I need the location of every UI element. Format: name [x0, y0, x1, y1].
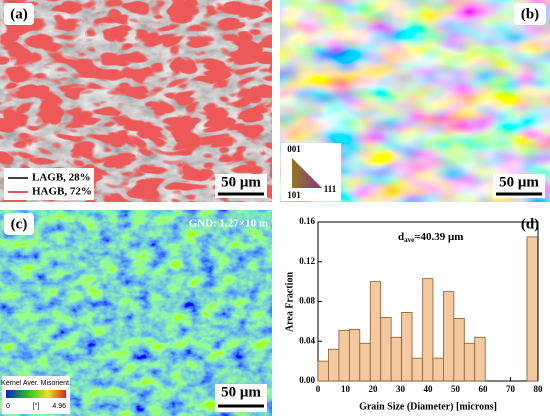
x-tick-label: 30	[396, 384, 406, 394]
legend-box	[4, 168, 94, 200]
panel-b: (b) 001 101 111 50 μm	[280, 0, 550, 202]
annotation-part: =40.39 μm	[414, 231, 463, 243]
legend-text: LAGB, 28%	[32, 172, 91, 184]
bar	[463, 342, 476, 382]
legend-text: HAGB, 72%	[32, 186, 92, 198]
gnd-annotation: GND: 1.27×10 m	[189, 218, 268, 230]
x-tick-label: 60	[479, 384, 489, 394]
colorbar-title: Kernel Aver. Misorient.	[1, 380, 71, 387]
colorbar-label: 4.96	[52, 403, 66, 410]
colorbar-label: [°]	[33, 402, 40, 410]
y-tick-label: 0.16	[299, 216, 315, 226]
bar	[411, 357, 423, 382]
ipf-key-box	[281, 143, 341, 201]
annotation-part: ave	[404, 236, 414, 244]
bar	[453, 317, 465, 382]
colorbar	[6, 390, 66, 398]
ipf-label: 111	[324, 184, 337, 194]
scale-bar-text: 50 μm	[221, 384, 261, 400]
bar	[380, 316, 392, 382]
panel-label: (a)	[10, 6, 28, 22]
bar	[328, 348, 340, 382]
x-axis-label: Grain Size (Diameter) [microns]	[359, 401, 497, 412]
bar	[317, 360, 329, 382]
bar	[442, 291, 455, 382]
bar	[432, 357, 444, 382]
bar	[348, 328, 361, 382]
bar	[422, 278, 434, 382]
panel-a: (a) LAGB, 28% HAGB, 72% 50 μm	[0, 0, 272, 202]
x-tick-label: 40	[424, 384, 434, 394]
label-box	[4, 3, 34, 25]
label-box	[514, 3, 546, 25]
y-axis-label: Area Fraction	[284, 272, 295, 333]
panel-label: (d)	[521, 216, 539, 232]
bar	[401, 312, 413, 382]
y-tick-label: 0.00	[299, 375, 315, 385]
bar	[474, 336, 486, 382]
bar	[338, 329, 350, 382]
scale-bar-text: 50 μm	[221, 174, 261, 190]
x-tick-label: 70	[506, 384, 516, 394]
colorbar-label: 0	[6, 403, 10, 410]
panel-label: (c)	[11, 216, 28, 232]
ipf-triangle-shade	[292, 158, 322, 188]
scale-bar-text: 50 μm	[499, 174, 539, 190]
ipf-label: 001	[287, 144, 301, 154]
x-tick-label: 10	[341, 384, 351, 394]
bar	[526, 236, 538, 382]
panel-c: (c) GND: 1.27×10 m Kernel Aver. Misorien…	[0, 210, 272, 416]
panel-d: (d) Grain Size (Diameter) [microns] Area…	[284, 216, 543, 412]
bar	[369, 281, 382, 382]
y-tick-label: 0.12	[299, 256, 315, 266]
annotation: dave=40.39 μm	[398, 231, 463, 244]
panel-label: (b)	[521, 6, 539, 22]
y-tick-label: 0.08	[299, 296, 315, 306]
x-tick-label: 20	[369, 384, 379, 394]
x-tick-label: 80	[534, 384, 544, 394]
bar	[359, 342, 371, 382]
y-tick-label: 0.04	[299, 335, 315, 345]
label-box	[4, 213, 34, 235]
bar	[390, 336, 402, 382]
ipf-label: 101	[287, 190, 301, 200]
x-tick-label: 50	[451, 384, 461, 394]
annotation-part: d	[398, 231, 404, 243]
x-tick-label: 0	[316, 384, 321, 394]
